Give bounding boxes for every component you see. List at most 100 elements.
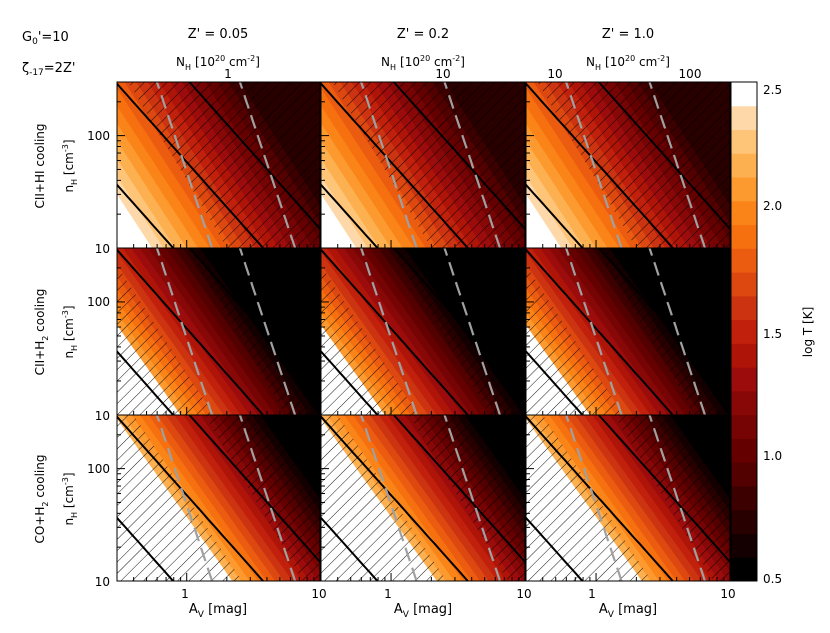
ylabel-2: nH [cm-3]: [61, 472, 79, 525]
col-title-1: Z' = 0.2: [397, 27, 449, 42]
xtick-0-10: 10: [311, 587, 326, 601]
colorbar-label: log T [K]: [801, 307, 815, 357]
xtick-0-1: 1: [181, 587, 189, 601]
svg-text:ζ-17=2Z': ζ-17=2Z': [22, 61, 75, 78]
xlabel-1: AV [mag]: [394, 602, 452, 620]
panel-2-0: [526, 82, 730, 248]
panel-1-2: [321, 415, 525, 581]
ylabel-1: nH [cm-3]: [61, 305, 79, 358]
nh-contour-line: [117, 82, 264, 248]
nh-label-0: NH [1020 cm-2]: [176, 54, 260, 72]
nh-contour-line: [117, 183, 174, 248]
column-titles: Z' = 0.05 Z' = 0.2 Z' = 1.0: [188, 27, 654, 42]
av-contour-line: [443, 248, 501, 415]
av-contour-line: [238, 415, 297, 581]
row-label-2: CO+H2 cooling: [33, 455, 50, 544]
ytick-r0-10: 10: [95, 242, 110, 256]
panel-grid: [116, 81, 731, 582]
colorbar-swatch: [731, 343, 757, 368]
nh-contour-line: [321, 248, 469, 415]
colorbar-ticks: 0.5 1.0 1.5 2.0 2.5 log T [K]: [763, 83, 815, 586]
xtick-2-1: 1: [588, 587, 596, 601]
panel-0-2: [117, 415, 320, 581]
av-contour-line: [155, 415, 214, 581]
av-contour-line: [648, 248, 706, 415]
cbar-tick-15: 1.5: [763, 327, 782, 341]
colorbar-swatch: [731, 129, 757, 154]
nh-contour-line: [393, 82, 525, 231]
nh-tick-2-0: 10: [547, 67, 562, 81]
nh-contour-line: [117, 349, 174, 415]
ytick-r2-100: 100: [87, 462, 110, 476]
col-title-2: Z' = 1.0: [602, 27, 654, 42]
ytick-r2-10: 10: [95, 575, 110, 589]
y-tick-labels: 100 10 100 10 100 10: [87, 129, 110, 589]
av-contour-line: [648, 415, 706, 581]
nh-contour-line: [526, 183, 584, 248]
nh-axis-labels: NH [1020 cm-2] NH [1020 cm-2] NH [1020 cm-2…: [176, 54, 701, 81]
panel-1-1: [321, 248, 525, 415]
cbar-tick-20: 2.0: [763, 199, 782, 213]
x-axis-labels: AV [mag] AV [mag] AV [mag]: [189, 602, 657, 620]
xtick-1-10: 10: [516, 587, 531, 601]
panel-2-2: [526, 415, 730, 581]
av-contour-line: [565, 248, 623, 415]
ylabel-0: nH [cm-3]: [61, 139, 79, 192]
av-contour-line: [565, 415, 623, 581]
ytick-r1-10: 10: [95, 409, 110, 423]
hatch-region: [537, 82, 730, 248]
x-tick-labels: 1 10 1 10 1 10: [181, 587, 735, 601]
nh-contour-line: [393, 248, 525, 398]
row-label-0: CII+HI cooling: [33, 123, 47, 208]
av-contour-line: [565, 82, 623, 248]
av-contour-line: [238, 82, 297, 248]
av-contour-line: [238, 248, 297, 415]
col-title-0: Z' = 0.05: [188, 27, 249, 42]
nh-contour-line: [188, 82, 320, 231]
panel-frame: [525, 414, 731, 582]
xtick-1-1: 1: [384, 587, 392, 601]
panel-0-1: [117, 248, 320, 415]
panel-2-1: [526, 248, 730, 415]
colorbar-swatch: [731, 509, 757, 534]
colorbar-swatch: [731, 485, 757, 511]
colorbar-swatch: [731, 319, 757, 344]
nh-contour-line: [526, 516, 584, 581]
ytick-r0-100: 100: [87, 129, 110, 143]
hatch-region: [596, 248, 730, 415]
colorbar-swatch: [731, 177, 757, 202]
av-contour-line: [443, 415, 501, 581]
colorbar-swatch: [731, 367, 757, 392]
colorbar-swatch: [731, 438, 757, 463]
nh-contour-line: [321, 82, 469, 248]
hatch-region: [526, 415, 652, 581]
xtick-2-10: 10: [720, 587, 735, 601]
nh-contour-line: [321, 516, 379, 581]
av-contour-line: [443, 82, 501, 248]
svg-text:G0'=10: G0'=10: [22, 30, 69, 47]
nh-contour-line: [188, 248, 320, 398]
av-contour-line: [360, 415, 418, 581]
nh-contour-line: [321, 349, 379, 415]
nh-label-1: NH [1020 cm-2]: [381, 54, 465, 72]
hatch-region: [186, 248, 320, 415]
cbar-tick-25: 2.5: [763, 83, 782, 97]
nh-tick-2-1: 100: [679, 67, 702, 81]
nh-tick-1-0: 10: [435, 67, 450, 81]
nh-contour-line: [598, 248, 730, 398]
colorbar-swatch: [731, 533, 757, 558]
xlabel-2: AV [mag]: [599, 602, 657, 620]
cbar-tick-10: 1.0: [763, 449, 782, 463]
nh-contour-line: [526, 248, 674, 415]
row-label-1: CII+H2 cooling: [33, 289, 50, 376]
colorbar-frame: [730, 81, 758, 582]
nh-contour-line: [393, 415, 525, 564]
nh-contour-line: [117, 516, 174, 581]
xlabel-0: AV [mag]: [189, 602, 247, 620]
colorbar-swatch: [731, 390, 757, 416]
nh-contour-line: [526, 349, 584, 415]
av-contour-line: [360, 82, 418, 248]
nh-contour-line: [117, 248, 264, 415]
g0-label: G: [22, 30, 32, 45]
